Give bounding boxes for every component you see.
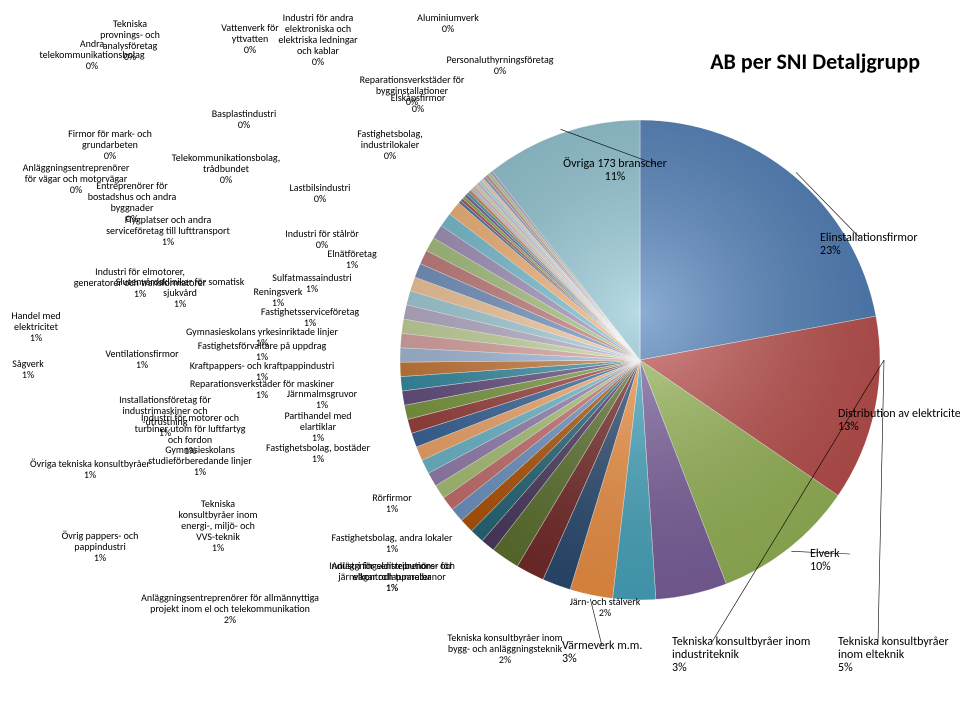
pie-chart xyxy=(0,0,960,720)
